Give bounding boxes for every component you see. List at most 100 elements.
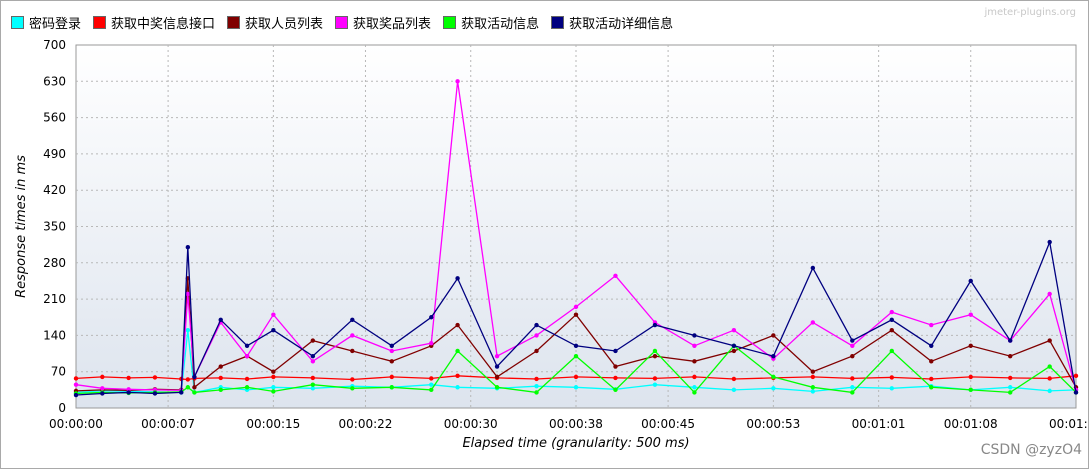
data-point bbox=[889, 348, 894, 354]
data-point bbox=[271, 374, 276, 380]
data-point bbox=[613, 273, 618, 278]
data-point bbox=[810, 385, 816, 390]
data-point bbox=[534, 376, 539, 382]
data-point bbox=[534, 333, 539, 338]
data-point bbox=[929, 376, 934, 382]
data-point bbox=[179, 390, 184, 395]
data-point bbox=[310, 338, 316, 343]
data-point bbox=[889, 328, 894, 333]
legend-label: 获取中奖信息接口 bbox=[111, 16, 216, 32]
data-point bbox=[455, 79, 460, 84]
legend-swatch bbox=[93, 15, 107, 29]
data-point bbox=[218, 364, 223, 369]
y-tick-label: 350 bbox=[43, 220, 66, 234]
legend-item: 获取活动详细信息 bbox=[551, 13, 673, 32]
y-tick-label: 280 bbox=[43, 256, 66, 270]
data-point bbox=[810, 374, 816, 380]
data-point bbox=[613, 348, 618, 354]
data-point bbox=[126, 375, 131, 381]
data-point bbox=[771, 374, 776, 380]
data-point bbox=[889, 309, 894, 315]
data-point bbox=[968, 374, 973, 380]
data-point bbox=[389, 348, 394, 354]
data-point bbox=[613, 364, 618, 369]
data-point bbox=[968, 387, 973, 393]
y-axis-label: Response times in ms bbox=[14, 155, 29, 298]
data-point bbox=[652, 348, 658, 354]
data-point bbox=[1047, 364, 1052, 369]
data-point bbox=[652, 353, 658, 359]
data-point bbox=[850, 338, 855, 343]
data-point bbox=[573, 343, 579, 348]
data-point bbox=[73, 392, 79, 398]
data-point bbox=[771, 333, 776, 338]
data-point bbox=[271, 385, 276, 390]
data-point bbox=[1047, 291, 1052, 297]
data-point bbox=[389, 374, 394, 380]
data-point bbox=[692, 385, 697, 390]
legend-item: 密码登录 bbox=[11, 13, 81, 32]
data-point bbox=[889, 317, 894, 323]
data-point bbox=[968, 343, 973, 348]
data-point bbox=[494, 385, 500, 390]
data-point bbox=[731, 343, 737, 348]
data-point bbox=[810, 369, 816, 374]
data-point bbox=[731, 328, 737, 333]
data-point bbox=[534, 390, 539, 395]
data-point bbox=[350, 348, 355, 354]
data-point bbox=[494, 364, 500, 369]
y-tick-label: 70 bbox=[51, 365, 66, 379]
data-point bbox=[850, 343, 855, 348]
data-point bbox=[692, 359, 697, 364]
data-point bbox=[1008, 385, 1013, 390]
data-point bbox=[573, 312, 579, 317]
data-point bbox=[271, 328, 276, 333]
data-point bbox=[192, 390, 197, 395]
x-tick-label: 00:00:15 bbox=[246, 417, 300, 431]
x-tick-label: 00:00:38 bbox=[549, 417, 603, 431]
data-point bbox=[850, 353, 855, 359]
x-tick-label: 00:01:01 bbox=[852, 417, 906, 431]
data-point bbox=[192, 385, 197, 390]
data-point bbox=[192, 374, 197, 380]
legend-item: 获取活动信息 bbox=[443, 13, 539, 32]
data-point bbox=[810, 265, 816, 271]
data-point bbox=[692, 390, 697, 395]
x-tick-label: 00:01:16 bbox=[1049, 417, 1088, 431]
data-point bbox=[771, 353, 776, 359]
legend-swatch bbox=[335, 15, 349, 29]
x-axis-label: Elapsed time (granularity: 500 ms) bbox=[462, 436, 689, 451]
legend-swatch bbox=[11, 15, 24, 29]
data-point bbox=[573, 385, 579, 390]
data-point bbox=[389, 359, 394, 364]
data-point bbox=[731, 387, 737, 393]
data-point bbox=[692, 343, 697, 348]
data-point bbox=[389, 343, 394, 348]
data-point bbox=[534, 322, 539, 328]
data-point bbox=[652, 376, 658, 381]
data-point bbox=[652, 322, 658, 328]
legend-item: 获取奖品列表 bbox=[335, 13, 431, 32]
data-point bbox=[929, 359, 934, 364]
data-point bbox=[534, 348, 539, 354]
data-point bbox=[389, 385, 394, 390]
y-tick-label: 420 bbox=[43, 183, 66, 197]
watermark-text: jmeter-plugins.org bbox=[984, 7, 1076, 18]
data-point bbox=[185, 245, 191, 250]
data-point bbox=[218, 375, 223, 381]
data-point bbox=[310, 353, 316, 359]
data-point bbox=[850, 376, 855, 381]
data-point bbox=[889, 386, 894, 391]
data-point bbox=[1073, 390, 1079, 395]
data-point bbox=[100, 374, 105, 380]
data-point bbox=[573, 304, 579, 310]
data-point bbox=[310, 382, 316, 387]
data-point bbox=[310, 386, 316, 391]
data-point bbox=[244, 376, 250, 382]
data-point bbox=[1047, 376, 1052, 381]
data-point bbox=[218, 387, 223, 393]
data-point bbox=[494, 353, 500, 359]
data-point bbox=[185, 377, 191, 382]
data-point bbox=[185, 385, 191, 390]
legend-label: 密码登录 bbox=[29, 16, 82, 32]
